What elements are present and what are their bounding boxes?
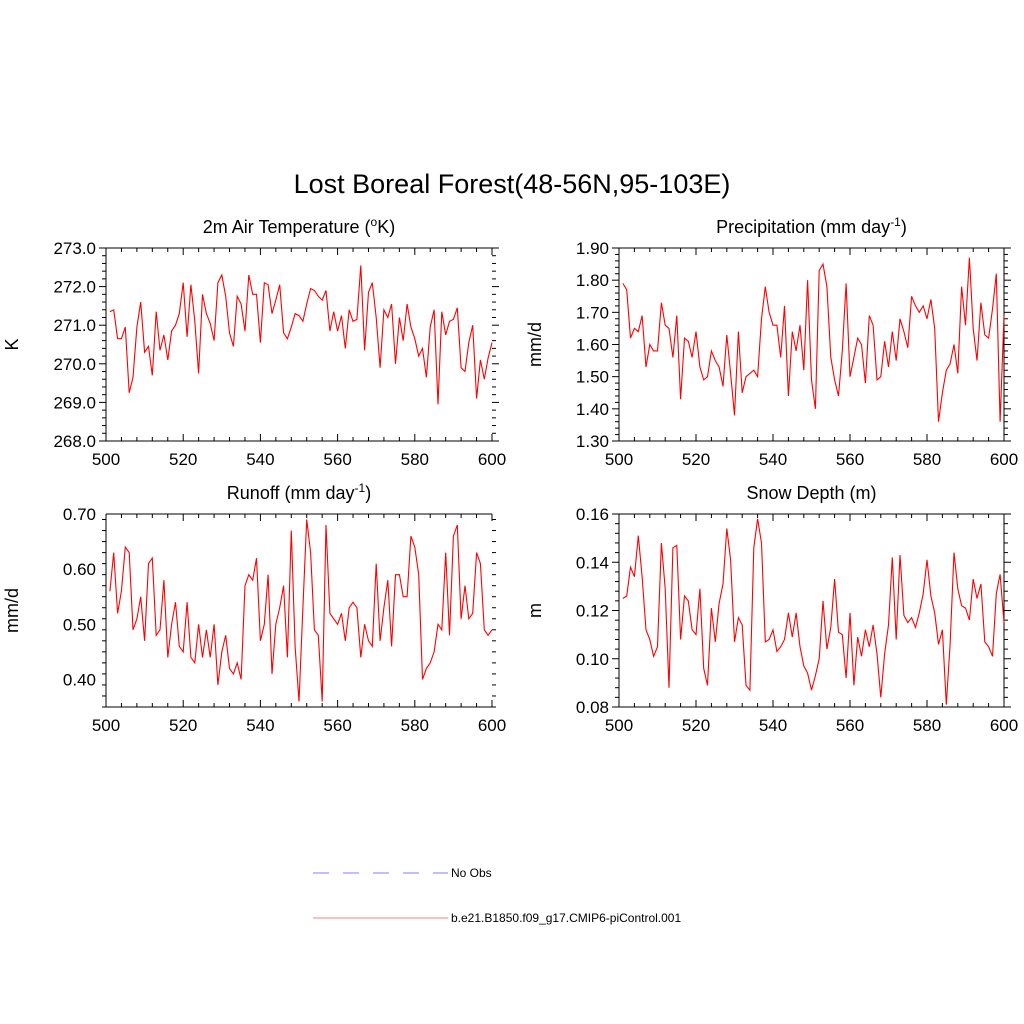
panel-title: 2m Air Temperature (oK) [203,215,395,237]
y-tick-label: 0.12 [576,602,609,621]
panel-2: Precipitation (mm day-1) mm/d 500 520 540 560… [525,215,1018,469]
x-tick-label: 600 [478,716,506,735]
panel-title-text: 2m Air Temperature ( [203,217,371,237]
y-tick-label: 0.60 [63,560,96,579]
legend-label-no-obs: No Obs [451,866,492,880]
series-line [109,265,493,405]
panel-title-text: Runoff (mm day [227,483,355,503]
series-line [622,518,1005,705]
y-tick-label: 1.90 [576,239,609,258]
panel-title-suffix: K) [377,217,395,237]
x-tick-label: 520 [682,716,710,735]
y-tick-label: 1.80 [576,271,609,290]
y-tick-label: 0.50 [63,615,96,634]
x-tick-label: 500 [92,450,120,469]
y-tick-label: 272.0 [53,278,96,297]
y-tick-label: 1.30 [576,432,609,451]
x-tick-label: 580 [401,716,429,735]
y-tick-label: 271.0 [53,316,96,335]
x-tick-label: 600 [990,450,1018,469]
y-tick-label: 0.40 [63,670,96,689]
panel-title-suffix: ) [901,217,907,237]
y-tick-label: 270.0 [53,355,96,374]
x-tick-label: 560 [836,716,864,735]
y-tick-label: 0.16 [576,505,609,524]
series-line [109,519,493,702]
x-tick-label: 540 [759,716,787,735]
y-tick-label: 0.10 [576,650,609,669]
x-tick-label: 560 [836,450,864,469]
y-tick-label: 268.0 [53,432,96,451]
y-axis-label: mm/d [525,322,545,367]
panel-title-suffix: ) [365,483,371,503]
x-tick-label: 520 [682,450,710,469]
panel-title-superscript: -1 [890,215,901,229]
panel-title-superscript: -1 [355,481,366,495]
y-axis-label: K [2,338,22,350]
panel-title-text: Snow Depth (m) [746,483,876,503]
x-tick-label: 580 [913,450,941,469]
legend: No Obs b.e21.B1850.f09_g17.CMIP6-piContr… [313,866,681,925]
y-tick-label: 1.70 [576,303,609,322]
panel-title: Precipitation (mm day-1) [716,215,907,237]
panel-title: Snow Depth (m) [746,483,876,503]
x-tick-label: 600 [478,450,506,469]
x-tick-label: 520 [169,716,197,735]
legend-label-model: b.e21.B1850.f09_g17.CMIP6-piControl.001 [451,911,681,925]
panel-1: 2m Air Temperature (oK) K 500 520 540 560 580 6… [2,215,506,469]
x-tick-label: 560 [323,716,351,735]
x-tick-label: 540 [759,450,787,469]
y-tick-label: 1.60 [576,336,609,355]
x-tick-label: 540 [246,450,274,469]
x-tick-label: 540 [246,716,274,735]
y-tick-label: 273.0 [53,239,96,258]
y-tick-label: 1.40 [576,400,609,419]
x-tick-label: 500 [92,716,120,735]
panel-3: Runoff (mm day-1) mm/d 500 520 540 560 580 600 0… [2,481,506,735]
panel-title: Runoff (mm day-1) [227,481,371,503]
x-tick-label: 560 [323,450,351,469]
y-tick-label: 0.70 [63,505,96,524]
y-tick-label: 0.14 [576,553,609,572]
panel-title-text: Precipitation (mm day [716,217,890,237]
main-title: Lost Boreal Forest(48-56N,95-103E) [294,169,731,199]
x-tick-label: 500 [605,716,633,735]
x-tick-label: 520 [169,450,197,469]
y-tick-label: 1.50 [576,368,609,387]
panels-container: 2m Air Temperature (oK) K 500 520 540 560 580 6… [2,215,1018,735]
x-tick-label: 580 [401,450,429,469]
series-line [622,257,1005,422]
panel-title-superscript: o [371,215,378,229]
y-tick-label: 0.08 [576,698,609,717]
y-axis-label: mm/d [2,588,22,633]
x-tick-label: 500 [605,450,633,469]
y-axis-label: m [525,603,545,618]
y-tick-label: 269.0 [53,393,96,412]
x-tick-label: 580 [913,716,941,735]
x-tick-label: 600 [990,716,1018,735]
panel-4: Snow Depth (m) m 500 520 540 560 580 600 0.08 0.1… [525,483,1018,735]
